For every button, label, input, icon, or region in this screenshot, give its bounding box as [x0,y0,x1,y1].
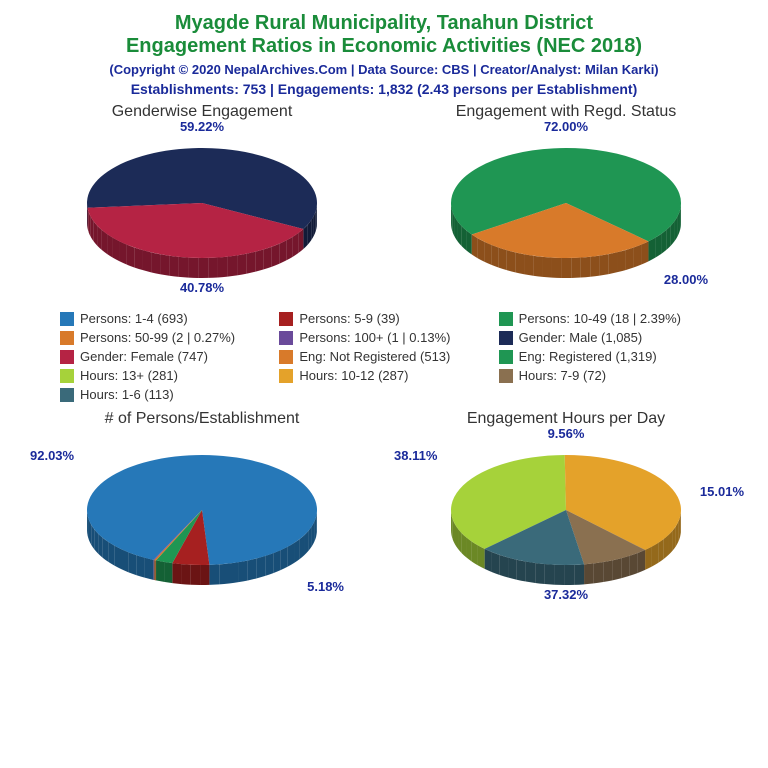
legend-swatch [60,369,74,383]
pie-gender: 59.22%40.78% [20,123,384,293]
chart-persons-title: # of Persons/Establishment [20,410,384,428]
legend-item: Hours: 13+ (281) [60,368,269,383]
chart-regd: Engagement with Regd. Status 72.00%28.00… [384,103,748,303]
legend-item: Persons: 5-9 (39) [279,311,488,326]
legend-label: Eng: Registered (1,319) [519,349,657,364]
legend-item: Hours: 7-9 (72) [499,368,708,383]
legend-swatch [499,369,513,383]
legend-item: Persons: 50-99 (2 | 0.27%) [60,330,269,345]
legend-item: Hours: 1-6 (113) [60,387,269,402]
chart-hours: Engagement Hours per Day 37.32%38.11%9.5… [384,410,748,610]
legend-item: Persons: 1-4 (693) [60,311,269,326]
legend-label: Persons: 5-9 (39) [299,311,399,326]
legend-item: Persons: 100+ (1 | 0.13%) [279,330,488,345]
pct-label: 37.32% [544,587,588,602]
legend-swatch [499,312,513,326]
title-line1: Myagde Rural Municipality, Tanahun Distr… [20,12,748,35]
legend-item: Gender: Female (747) [60,349,269,364]
pct-label: 92.03% [30,448,74,463]
legend-swatch [60,388,74,402]
legend-swatch [279,331,293,345]
legend-swatch [279,369,293,383]
pct-label: 72.00% [544,119,588,134]
legend-label: Hours: 7-9 (72) [519,368,606,383]
legend-label: Hours: 13+ (281) [80,368,178,383]
legend-label: Eng: Not Registered (513) [299,349,450,364]
legend-swatch [499,331,513,345]
chart-gender: Genderwise Engagement 59.22%40.78% [20,103,384,303]
pct-label: 40.78% [180,280,224,295]
stats-line: Establishments: 753 | Engagements: 1,832… [20,81,748,97]
legend-swatch [60,350,74,364]
pct-label: 5.18% [307,579,344,594]
chart-persons: # of Persons/Establishment 92.03% 5.18% [20,410,384,610]
legend-item: Gender: Male (1,085) [499,330,708,345]
pct-label: 59.22% [180,119,224,134]
legend-label: Persons: 1-4 (693) [80,311,188,326]
legend-swatch [60,331,74,345]
legend-label: Hours: 1-6 (113) [80,387,174,402]
legend-label: Hours: 10-12 (287) [299,368,408,383]
title-block: Myagde Rural Municipality, Tanahun Distr… [20,12,748,97]
legend-swatch [60,312,74,326]
pie-regd: 72.00%28.00% [384,123,748,293]
title-line2: Engagement Ratios in Economic Activities… [20,35,748,58]
pie-persons: 92.03% 5.18% [20,430,384,600]
legend-item: Hours: 10-12 (287) [279,368,488,383]
charts-grid: Genderwise Engagement 59.22%40.78% Engag… [20,103,748,610]
container: Myagde Rural Municipality, Tanahun Distr… [0,0,768,768]
pct-label: 28.00% [664,272,708,287]
legend-label: Persons: 10-49 (18 | 2.39%) [519,311,681,326]
legend-label: Persons: 50-99 (2 | 0.27%) [80,330,235,345]
legend-label: Gender: Female (747) [80,349,208,364]
pct-label: 9.56% [548,426,585,441]
legend-label: Persons: 100+ (1 | 0.13%) [299,330,450,345]
pct-label: 38.11% [394,448,437,463]
legend-label: Gender: Male (1,085) [519,330,643,345]
legend-item: Eng: Not Registered (513) [279,349,488,364]
copyright-line: (Copyright © 2020 NepalArchives.Com | Da… [20,62,748,77]
legend-swatch [279,312,293,326]
legend-item: Eng: Registered (1,319) [499,349,708,364]
legend-block: Persons: 1-4 (693) Persons: 5-9 (39) Perso… [20,303,748,410]
legend-item: Persons: 10-49 (18 | 2.39%) [499,311,708,326]
legend-swatch [499,350,513,364]
pct-label: 15.01% [700,484,744,499]
pie-hours: 37.32%38.11%9.56%15.01% [384,430,748,600]
legend-swatch [279,350,293,364]
